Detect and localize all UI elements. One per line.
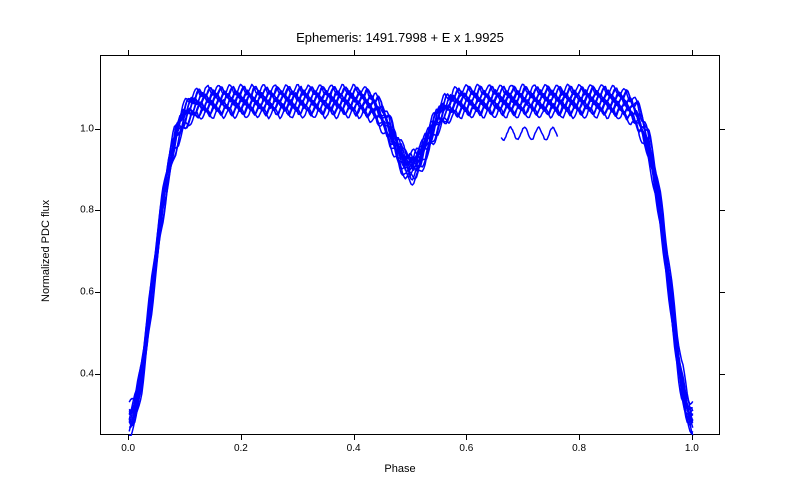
x-tick-mark [354, 435, 355, 440]
y-tick-mark [95, 129, 100, 130]
x-tick-mark [466, 50, 467, 55]
light-curve-cycle [129, 93, 693, 422]
chart-container: Ephemeris: 1491.7998 + E x 1.9925 Normal… [0, 0, 800, 500]
light-curve-cycle [129, 86, 693, 404]
light-curve-cycle [129, 87, 693, 416]
y-tick-mark [95, 210, 100, 211]
y-axis-label: Normalized PDC flux [40, 200, 52, 302]
light-curve-cycle [129, 101, 693, 434]
x-tick-label: 1.0 [685, 443, 699, 454]
x-tick-mark [692, 50, 693, 55]
x-tick-label: 0.2 [234, 443, 248, 454]
y-tick-mark [720, 292, 725, 293]
light-curve-cycle [129, 84, 693, 411]
x-tick-mark [354, 50, 355, 55]
light-curve-cycle [501, 127, 557, 141]
x-tick-mark [241, 435, 242, 440]
light-curve-cycle [129, 90, 693, 423]
y-tick-label: 0.8 [70, 205, 94, 216]
y-tick-mark [720, 374, 725, 375]
x-tick-mark [128, 435, 129, 440]
plot-area [100, 55, 720, 435]
y-tick-label: 0.6 [70, 286, 94, 297]
x-axis-label: Phase [0, 463, 800, 475]
light-curve-cycle [129, 100, 693, 422]
x-tick-mark [579, 435, 580, 440]
x-tick-mark [692, 435, 693, 440]
light-curve-cycle [129, 97, 693, 414]
y-tick-mark [95, 292, 100, 293]
x-tick-mark [579, 50, 580, 55]
y-tick-mark [95, 374, 100, 375]
x-tick-label: 0.8 [572, 443, 586, 454]
y-tick-mark [720, 129, 725, 130]
light-curve-cycle [129, 94, 693, 414]
chart-title: Ephemeris: 1491.7998 + E x 1.9925 [0, 30, 800, 45]
light-curve-cycle [129, 91, 693, 416]
x-tick-label: 0.4 [347, 443, 361, 454]
y-tick-label: 0.4 [70, 368, 94, 379]
x-tick-mark [241, 50, 242, 55]
y-tick-mark [720, 210, 725, 211]
light-curve-cycle [129, 98, 693, 425]
x-tick-mark [128, 50, 129, 55]
x-tick-label: 0.6 [459, 443, 473, 454]
x-tick-label: 0.0 [121, 443, 135, 454]
x-tick-mark [466, 435, 467, 440]
data-series [101, 56, 721, 436]
y-tick-label: 1.0 [70, 123, 94, 134]
